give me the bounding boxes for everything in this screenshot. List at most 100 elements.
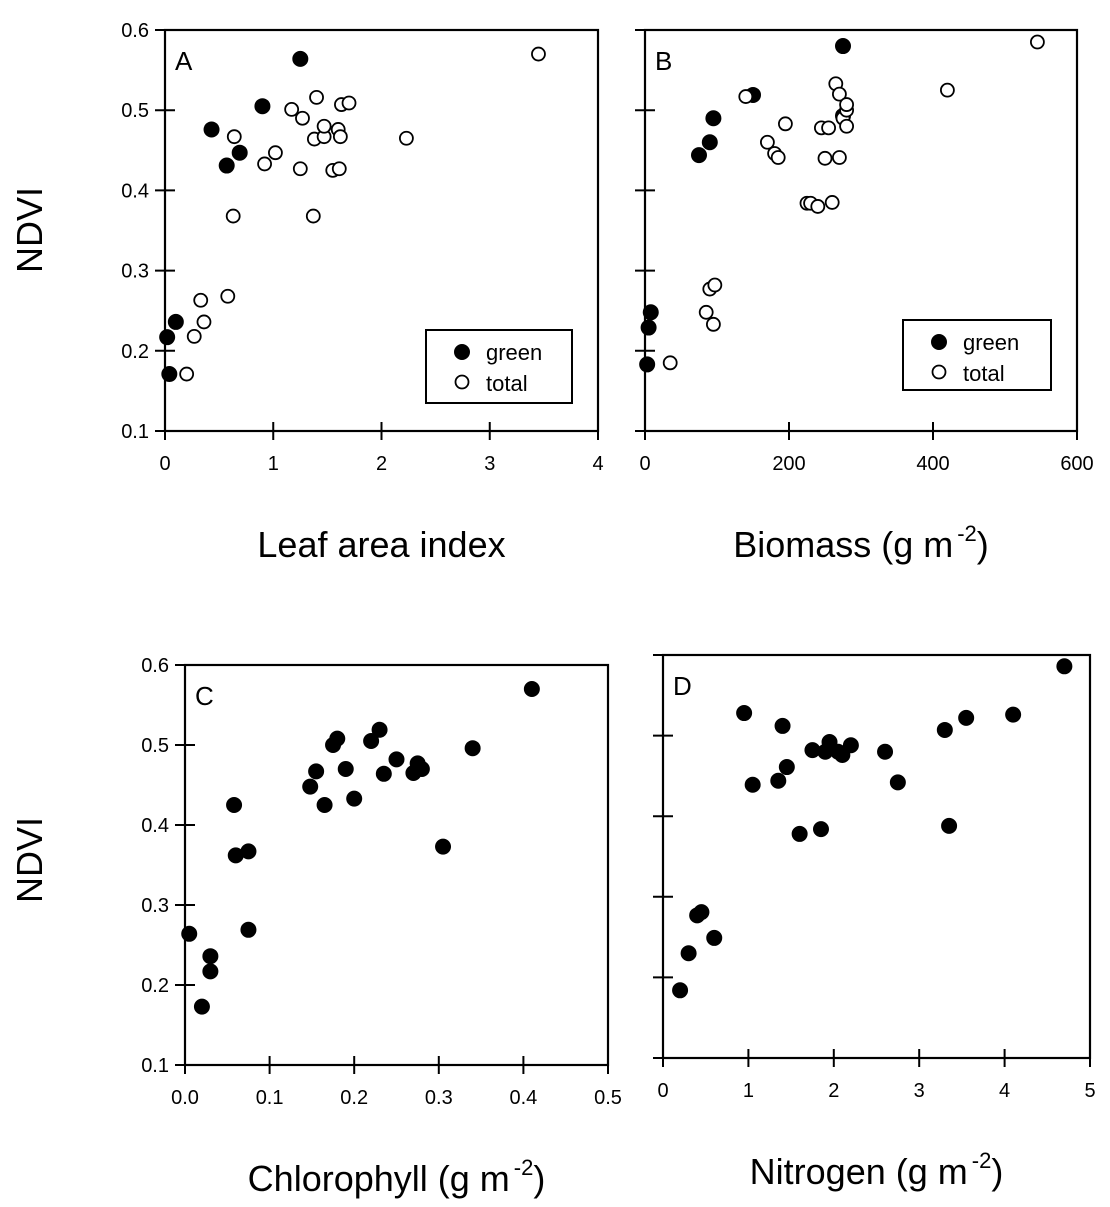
data-point-filled <box>770 772 787 789</box>
legend-box <box>902 319 1052 391</box>
x-tick-label: 3 <box>484 453 495 475</box>
x-tick-label: 0.2 <box>340 1087 368 1109</box>
x-tick-label: 0.4 <box>509 1087 537 1109</box>
legend-marker-open <box>931 364 947 380</box>
data-point-filled <box>464 740 481 757</box>
x-tick-label: 1 <box>268 453 279 475</box>
x-axis-label: Leaf area index <box>257 524 505 565</box>
y-tick-label: 0.3 <box>141 895 169 917</box>
x-axis-label-close: ) <box>977 524 989 565</box>
data-point-filled <box>842 737 859 754</box>
data-point-open <box>186 328 202 344</box>
x-axis-label-exponent: -2 <box>514 1155 534 1180</box>
data-point-filled <box>706 929 723 946</box>
legend-marker-filled <box>454 344 470 360</box>
data-point-open <box>268 145 283 161</box>
data-point-open <box>226 129 242 145</box>
data-point-open <box>662 355 678 371</box>
panel-letter: D <box>673 671 692 701</box>
data-point-filled <box>736 705 753 722</box>
plot-frame <box>183 663 610 1067</box>
x-tick-label: 0.0 <box>171 1087 199 1109</box>
data-point-filled <box>346 790 363 807</box>
ndvi-label-bottom: NDVI <box>9 817 50 903</box>
series-points <box>672 658 1073 999</box>
x-tick-label: 2 <box>376 453 387 475</box>
data-point-filled <box>329 730 346 747</box>
plot-frame <box>643 28 1079 433</box>
x-tick-label: 0 <box>639 453 650 475</box>
data-point-filled <box>958 709 975 726</box>
y-axis-label-top: NDVI <box>9 187 50 273</box>
x-axis-label: Chlorophyll (g m -2) <box>248 1155 546 1199</box>
data-point-filled <box>1056 658 1073 675</box>
data-point-open <box>305 208 321 224</box>
legend-marker-open <box>454 374 470 390</box>
data-point-open <box>292 161 308 177</box>
data-point-open <box>817 150 833 166</box>
data-point-filled <box>292 50 309 67</box>
data-point-filled <box>363 733 380 749</box>
x-tick-label: 3 <box>914 1080 925 1102</box>
legend-label-total: total <box>486 371 528 396</box>
data-point-filled <box>435 838 452 855</box>
series-total <box>179 46 546 382</box>
x-axis-label: Nitrogen (g m -2) <box>750 1148 1004 1192</box>
panels: 0.1 0.2 0.3 0.4 0.5 0.6 0 1 2 3 4 A Leaf area index g… <box>121 20 1095 1199</box>
x-axis-label-exponent: -2 <box>972 1148 992 1173</box>
data-point-open <box>778 116 793 132</box>
data-point-filled <box>877 743 894 760</box>
data-point-open <box>760 134 775 150</box>
data-point-filled <box>388 751 405 768</box>
x-tick-label: 0.3 <box>425 1087 453 1109</box>
data-point-filled <box>231 144 248 161</box>
data-point-filled <box>240 843 257 860</box>
panel-d: 0 1 2 3 4 5 D Nitrogen (g m -2) <box>653 653 1096 1192</box>
data-point-filled <box>835 38 851 55</box>
data-point-filled <box>308 763 325 780</box>
y-tick-label: 0.1 <box>141 1055 169 1077</box>
data-point-filled <box>203 121 220 138</box>
data-point-open <box>284 101 300 117</box>
x-tick-label: 5 <box>1084 1080 1095 1102</box>
x-axis-label-close: ) <box>533 1158 545 1199</box>
data-point-filled <box>226 797 243 813</box>
x-tick-label: 2 <box>828 1080 839 1102</box>
data-point-open <box>706 316 721 332</box>
x-axis-label-text: Nitrogen (g m <box>750 1151 968 1192</box>
data-point-open <box>316 118 332 134</box>
series-points <box>181 681 540 1015</box>
panel-letter: A <box>175 46 193 76</box>
legend-box <box>425 329 573 404</box>
data-point-filled <box>371 721 388 738</box>
x-axis-label-exponent: -2 <box>957 521 977 546</box>
x-tick-label: 0.5 <box>594 1087 622 1109</box>
y-tick-label: 0.5 <box>141 735 169 757</box>
data-point-filled <box>375 765 392 782</box>
plot-frame <box>661 653 1092 1060</box>
data-point-filled <box>691 147 707 164</box>
data-point-filled <box>240 921 257 938</box>
legend-label-green: green <box>486 340 542 365</box>
data-point-filled <box>337 761 354 777</box>
data-point-open <box>257 156 272 172</box>
legend-label-green: green <box>963 330 1019 355</box>
data-point-filled <box>316 797 333 813</box>
x-tick-label: 0 <box>159 453 170 475</box>
x-axis-label-text: Chlorophyll (g m <box>248 1158 510 1199</box>
data-point-filled <box>812 821 829 838</box>
data-point-filled <box>640 319 657 336</box>
data-point-open <box>707 277 723 293</box>
data-point-open <box>309 89 324 105</box>
x-axis-label-text: Biomass (g m <box>733 524 953 565</box>
data-point-open <box>1030 34 1045 50</box>
data-point-filled <box>523 681 540 697</box>
data-point-filled <box>889 774 906 791</box>
data-point-open <box>738 89 754 104</box>
data-point-filled <box>642 304 659 321</box>
panel-letter: C <box>195 681 214 711</box>
y-tick-label: 0.4 <box>121 180 149 202</box>
data-point-open <box>832 86 847 102</box>
x-axis-label-text: Leaf area index <box>257 524 505 565</box>
y-tick-label: 0.2 <box>121 341 149 363</box>
